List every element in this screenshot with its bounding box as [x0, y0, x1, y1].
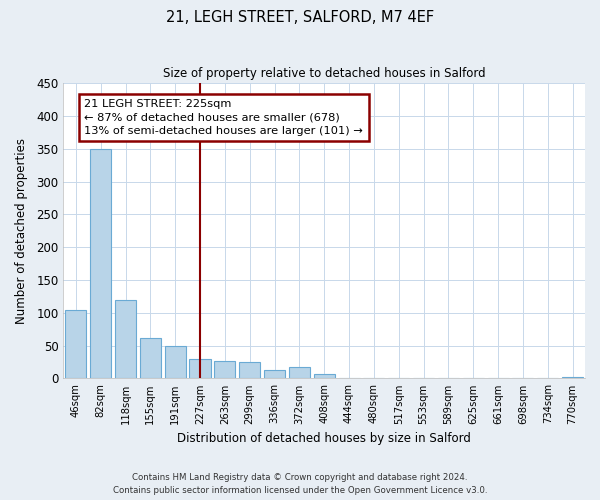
- Bar: [115, 300, 136, 378]
- Y-axis label: Number of detached properties: Number of detached properties: [15, 138, 28, 324]
- Bar: [140, 338, 161, 378]
- Bar: [90, 148, 111, 378]
- Bar: [164, 346, 186, 378]
- Title: Size of property relative to detached houses in Salford: Size of property relative to detached ho…: [163, 68, 485, 80]
- Text: Contains HM Land Registry data © Crown copyright and database right 2024.
Contai: Contains HM Land Registry data © Crown c…: [113, 474, 487, 495]
- Text: 21, LEGH STREET, SALFORD, M7 4EF: 21, LEGH STREET, SALFORD, M7 4EF: [166, 10, 434, 25]
- Bar: [239, 362, 260, 378]
- Bar: [562, 377, 583, 378]
- Text: 21 LEGH STREET: 225sqm
← 87% of detached houses are smaller (678)
13% of semi-de: 21 LEGH STREET: 225sqm ← 87% of detached…: [85, 100, 363, 136]
- Bar: [289, 368, 310, 378]
- Bar: [264, 370, 285, 378]
- X-axis label: Distribution of detached houses by size in Salford: Distribution of detached houses by size …: [177, 432, 471, 445]
- Bar: [190, 358, 211, 378]
- Bar: [214, 362, 235, 378]
- Bar: [314, 374, 335, 378]
- Bar: [65, 310, 86, 378]
